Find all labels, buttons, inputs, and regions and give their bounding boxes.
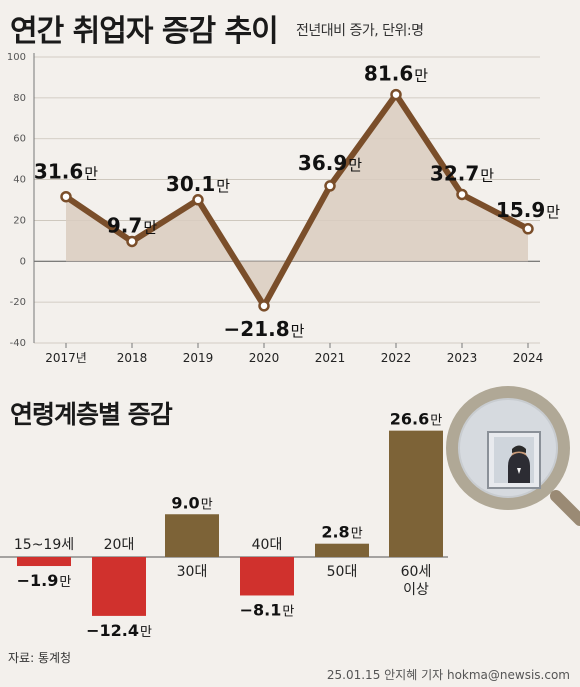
y-tick-label: 80 [13, 93, 26, 104]
bar-category-label: 15~19세 [14, 537, 74, 553]
bar-category-label: 20대 [104, 537, 135, 553]
x-tick-label: 2021 [315, 351, 346, 365]
bar-value-label: 2.8만 [321, 523, 362, 542]
bar [240, 557, 294, 596]
bar-value-label: 9.0만 [171, 493, 212, 512]
bar-category-label: 30대 [177, 564, 208, 580]
bar [92, 557, 146, 616]
series-line [63, 91, 531, 309]
bar-section-title: 연령계층별 증감 [10, 400, 173, 429]
chart-title: 연간 취업자 증감 추이 [10, 14, 279, 49]
credit-line: 25.01.15 안지혜 기자 hokma@newsis.com [326, 668, 570, 682]
bar-category-label: 60세 [401, 564, 432, 580]
bar-value-label: −12.4만 [86, 621, 152, 640]
bar-category-label: 40대 [252, 537, 283, 553]
x-tick-label: 2022 [381, 351, 412, 365]
area-fill [66, 94, 528, 306]
y-tick-label: 40 [13, 175, 26, 186]
x-tick-label: 2019 [183, 351, 214, 365]
data-point [522, 223, 534, 235]
data-point [258, 300, 270, 312]
bar [389, 430, 443, 557]
source-note: 자료: 통계청 [8, 651, 72, 665]
bar [17, 557, 71, 567]
data-label: 81.6만 [364, 62, 428, 86]
data-label: 36.9만 [298, 151, 362, 175]
y-tick-label: -40 [10, 338, 26, 349]
x-tick-label: 2024 [513, 351, 544, 365]
line-chart: 100 80 60 40 20 0 -20 -40 2017년 2018 2019 2020 2021 2… [7, 52, 560, 365]
y-tick-label: 100 [7, 52, 26, 63]
data-point [192, 194, 204, 206]
x-tick-label: 2023 [447, 351, 478, 365]
y-tick-label: -20 [10, 297, 26, 308]
data-point [324, 180, 336, 192]
data-point [60, 190, 72, 203]
x-tick-label: 2017년 [45, 351, 87, 365]
y-tick-label: 20 [13, 215, 26, 226]
data-label: 30.1만 [166, 172, 230, 196]
chart-subtitle: 전년대비 증가, 단위:명 [296, 23, 424, 39]
data-point [126, 235, 138, 248]
data-label: −21.8만 [224, 317, 305, 341]
y-tick-label: 0 [20, 256, 26, 267]
bar-category-label: 50대 [327, 564, 358, 580]
y-tick-label: 60 [13, 134, 26, 145]
data-point [456, 188, 468, 201]
bar [315, 543, 369, 557]
bar-category-label: 이상 [403, 582, 429, 598]
data-label: 9.7만 [107, 213, 157, 237]
data-label: 32.7만 [430, 161, 494, 185]
data-point [390, 88, 402, 101]
data-label: 31.6만 [34, 160, 98, 184]
x-tick-label: 2020 [249, 351, 280, 365]
bar [165, 514, 219, 557]
bar-value-label: −1.9만 [17, 571, 72, 590]
bar-value-label: 26.6만 [390, 410, 442, 429]
data-label: 15.9만 [496, 198, 560, 222]
bar-value-label: −8.1만 [240, 600, 295, 619]
x-tick-label: 2018 [117, 351, 148, 365]
